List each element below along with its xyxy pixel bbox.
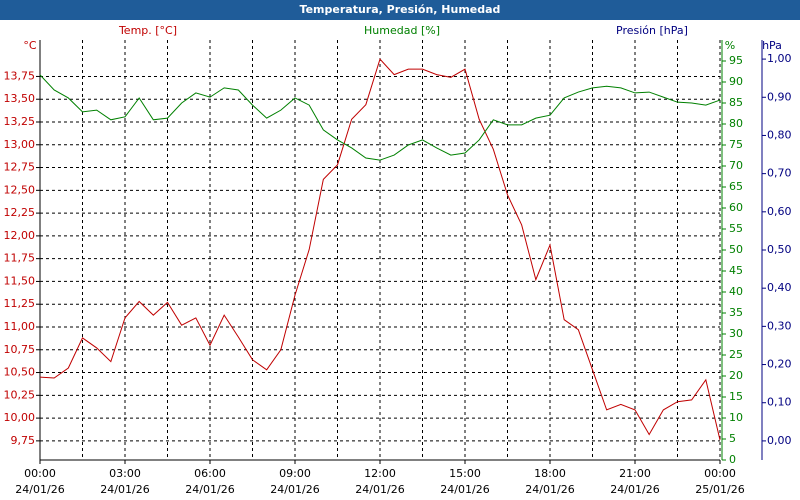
y3-tick-label: 0,70	[767, 167, 792, 180]
y-tick-label: 12,00	[4, 229, 36, 242]
y3-tick-label: 0,60	[767, 205, 792, 218]
y3-tick-label: 0,90	[767, 90, 792, 103]
y3-tick-label: 0,50	[767, 243, 792, 256]
y2-tick-label: 90	[729, 75, 743, 88]
y3-unit: hPa	[762, 39, 782, 52]
y2-tick-label: 55	[729, 222, 743, 235]
series-line	[39, 74, 721, 161]
y2-tick-label: 45	[729, 264, 743, 277]
y-tick-label: 10,25	[4, 388, 36, 401]
y2-unit: %	[725, 39, 735, 52]
y3-tick-label: 0,40	[767, 281, 792, 294]
x-tick-label: 09:00	[279, 467, 311, 480]
y2-label: Humedad [%]	[364, 24, 440, 37]
y-tick-label: 12,75	[4, 161, 36, 174]
y3-tick-label: 0,20	[767, 358, 792, 371]
x-tick-date: 24/01/26	[525, 483, 574, 496]
y2-tick-label: 25	[729, 348, 743, 361]
y3-tick-label: 0,10	[767, 396, 792, 409]
y-tick-label: 13,25	[4, 115, 36, 128]
y-tick-label: 10,75	[4, 343, 36, 356]
y-tick-label: 10,00	[4, 411, 36, 424]
y2-tick-label: 0	[729, 453, 736, 466]
y-tick-label: 11,25	[4, 297, 36, 310]
x-tick-date: 24/01/26	[440, 483, 489, 496]
y2-tick-label: 35	[729, 306, 743, 319]
y-tick-label: 9,75	[11, 434, 36, 447]
y-label: Temp. [°C]	[118, 24, 177, 37]
y-tick-label: 13,00	[4, 138, 36, 151]
y2-tick-label: 80	[729, 117, 743, 130]
series-line	[39, 58, 721, 441]
y2-tick-label: 70	[729, 159, 743, 172]
chart-title: Temperatura, Presión, Humedad	[300, 3, 501, 16]
x-tick-label: 06:00	[194, 467, 226, 480]
y3-tick-label: 0,00	[767, 434, 792, 447]
x-tick-date: 24/01/26	[100, 483, 149, 496]
y-tick-label: 13,75	[4, 69, 36, 82]
y2-tick-label: 15	[729, 390, 743, 403]
y3-tick-label: 1,00	[767, 52, 792, 65]
y3-tick-label: 0,30	[767, 319, 792, 332]
y-unit: °C	[23, 39, 37, 52]
y3-tick-label: 0,80	[767, 128, 792, 141]
y-tick-label: 11,75	[4, 252, 36, 265]
x-tick-label: 00:00	[24, 467, 56, 480]
y2-tick-label: 65	[729, 180, 743, 193]
y2-tick-label: 30	[729, 327, 743, 340]
y2-tick-label: 95	[729, 54, 743, 67]
y2-tick-label: 20	[729, 369, 743, 382]
x-tick-date: 24/01/26	[610, 483, 659, 496]
x-tick-label: 00:00	[704, 467, 736, 480]
y-tick-label: 13,50	[4, 92, 36, 105]
x-tick-label: 03:00	[109, 467, 141, 480]
x-tick-date: 25/01/26	[695, 483, 744, 496]
y2-tick-label: 5	[729, 432, 736, 445]
x-tick-date: 24/01/26	[270, 483, 319, 496]
y-tick-label: 10,50	[4, 366, 36, 379]
x-tick-date: 24/01/26	[185, 483, 234, 496]
y2-tick-label: 75	[729, 138, 743, 151]
x-tick-label: 12:00	[364, 467, 396, 480]
y2-tick-label: 40	[729, 285, 743, 298]
y2-tick-label: 60	[729, 201, 743, 214]
y2-tick-label: 10	[729, 411, 743, 424]
y3-label: Presión [hPa]	[616, 24, 688, 37]
x-tick-label: 18:00	[534, 467, 566, 480]
x-tick-date: 24/01/26	[355, 483, 404, 496]
x-tick-label: 15:00	[449, 467, 481, 480]
y-tick-label: 12,50	[4, 183, 36, 196]
y-tick-label: 11,00	[4, 320, 36, 333]
x-tick-label: 21:00	[619, 467, 651, 480]
y-tick-label: 12,25	[4, 206, 36, 219]
x-tick-date: 24/01/26	[15, 483, 64, 496]
title-bar	[0, 0, 800, 20]
y2-tick-label: 50	[729, 243, 743, 256]
y-tick-label: 11,50	[4, 274, 36, 287]
y2-tick-label: 85	[729, 96, 743, 109]
